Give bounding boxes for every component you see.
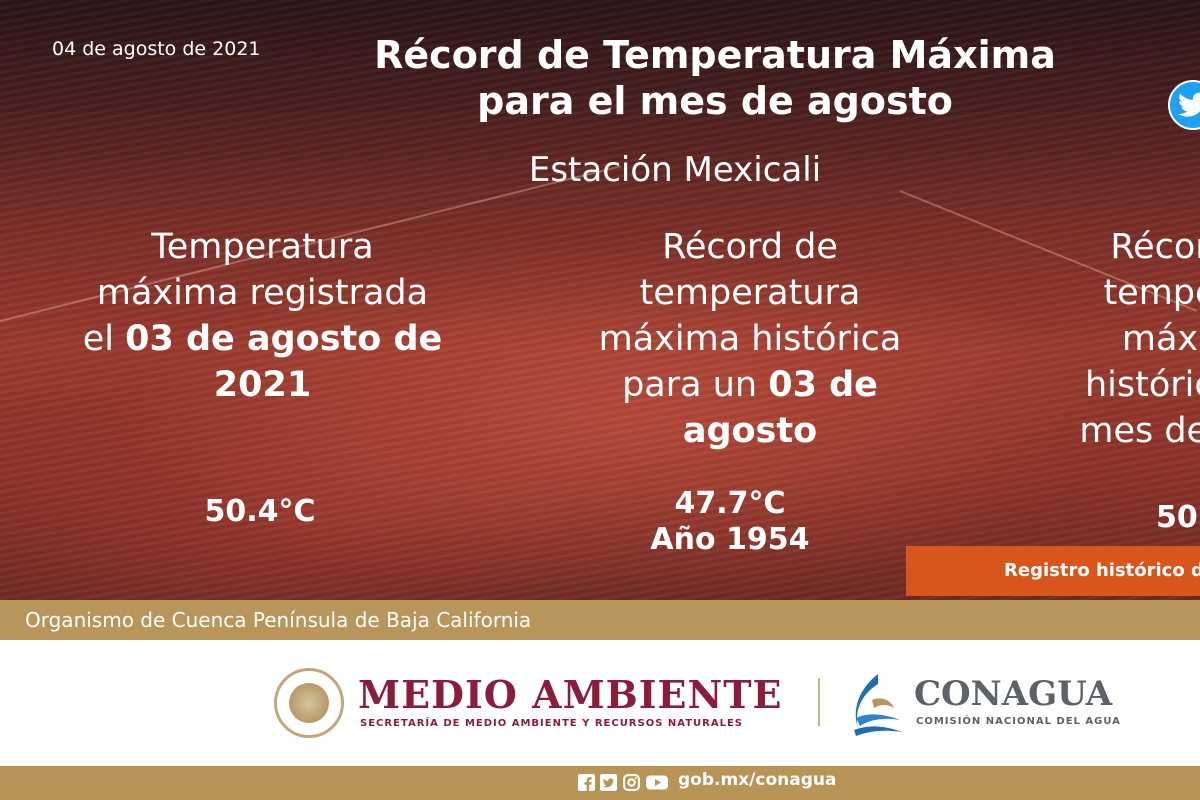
- twitter-icon[interactable]: [600, 774, 617, 791]
- col1-line3-bold: 03 de agosto de: [125, 319, 443, 359]
- col3-line4: histórica: [1084, 365, 1200, 405]
- title-line-2: para el mes de agosto: [477, 79, 953, 123]
- conagua-subtitle: COMISIÓN NACIONAL DEL AGUA: [916, 716, 1121, 727]
- col2-temperature: 47.7°C: [674, 486, 786, 521]
- col2-line3: máxima histórica: [598, 319, 902, 359]
- medio-ambiente-title: MEDIO AMBIENTE: [358, 672, 783, 717]
- col1-line4-bold: 2021: [213, 365, 312, 405]
- instagram-icon[interactable]: [623, 774, 640, 791]
- col2-line5-bold: agosto: [682, 411, 818, 451]
- youtube-icon[interactable]: [646, 774, 668, 791]
- hero-background: [0, 0, 1200, 600]
- col3-line5: mes de a: [1079, 411, 1200, 451]
- col3-line3: máx: [1121, 319, 1199, 359]
- logo-band: [0, 648, 1200, 766]
- col3-value: 50: [1156, 500, 1198, 535]
- date-label: 04 de agosto de 2021: [52, 38, 261, 60]
- twitter-icon: [1178, 92, 1200, 117]
- col1-line4: 2021: [60, 362, 465, 408]
- station-subtitle: Estación Mexicali: [528, 150, 822, 190]
- mexico-seal-logo: [274, 668, 344, 738]
- conagua-title: CONAGUA: [914, 674, 1113, 714]
- page-title: Récord de Temperatura Máxima para el mes…: [300, 32, 1130, 124]
- col2-year: Año 1954: [650, 522, 810, 557]
- col2-line4-bold: 03 de: [768, 365, 878, 405]
- col2-value: 47.7°C Año 1954: [600, 486, 860, 558]
- col2-line1: Récord de: [662, 227, 838, 267]
- col3-line2: tempe: [1103, 273, 1200, 313]
- col3-line1: Récor: [1110, 227, 1200, 267]
- logo-divider: [818, 678, 820, 726]
- medio-ambiente-subtitle: SECRETARÍA DE MEDIO AMBIENTE Y RECURSOS …: [360, 718, 744, 729]
- conagua-logo-icon: [854, 674, 902, 736]
- cuenca-label: Organismo de Cuenca Península de Baja Ca…: [25, 608, 532, 632]
- col2-line2: temperatura: [639, 273, 861, 313]
- col2-line4-pre: para un: [622, 365, 769, 405]
- gob-conagua-link[interactable]: gob.mx/conagua: [678, 770, 837, 790]
- col1-line1: Temperatura: [151, 227, 374, 267]
- col2-line4: para un 03 de: [560, 362, 940, 408]
- seal-emblem: [289, 683, 329, 723]
- historical-record-button[interactable]: Registro histórico d: [906, 546, 1200, 596]
- col1-line3: el 03 de agosto de: [60, 316, 465, 362]
- col1-line2: máxima registrada: [96, 273, 429, 313]
- facebook-icon[interactable]: [578, 774, 595, 791]
- column-historical-record: Récord de temperatura máxima histórica p…: [560, 224, 940, 454]
- column-month-record: Récor tempe máx histórica mes de a: [1030, 224, 1200, 454]
- col2-line5: agosto: [560, 408, 940, 454]
- col1-value: 50.4°C: [204, 494, 316, 529]
- cuenca-bar: [0, 600, 1200, 640]
- title-line-1: Récord de Temperatura Máxima: [374, 33, 1056, 77]
- column-registered-temperature: Temperatura máxima registrada el 03 de a…: [60, 224, 465, 408]
- col1-line3-pre: el: [82, 319, 126, 359]
